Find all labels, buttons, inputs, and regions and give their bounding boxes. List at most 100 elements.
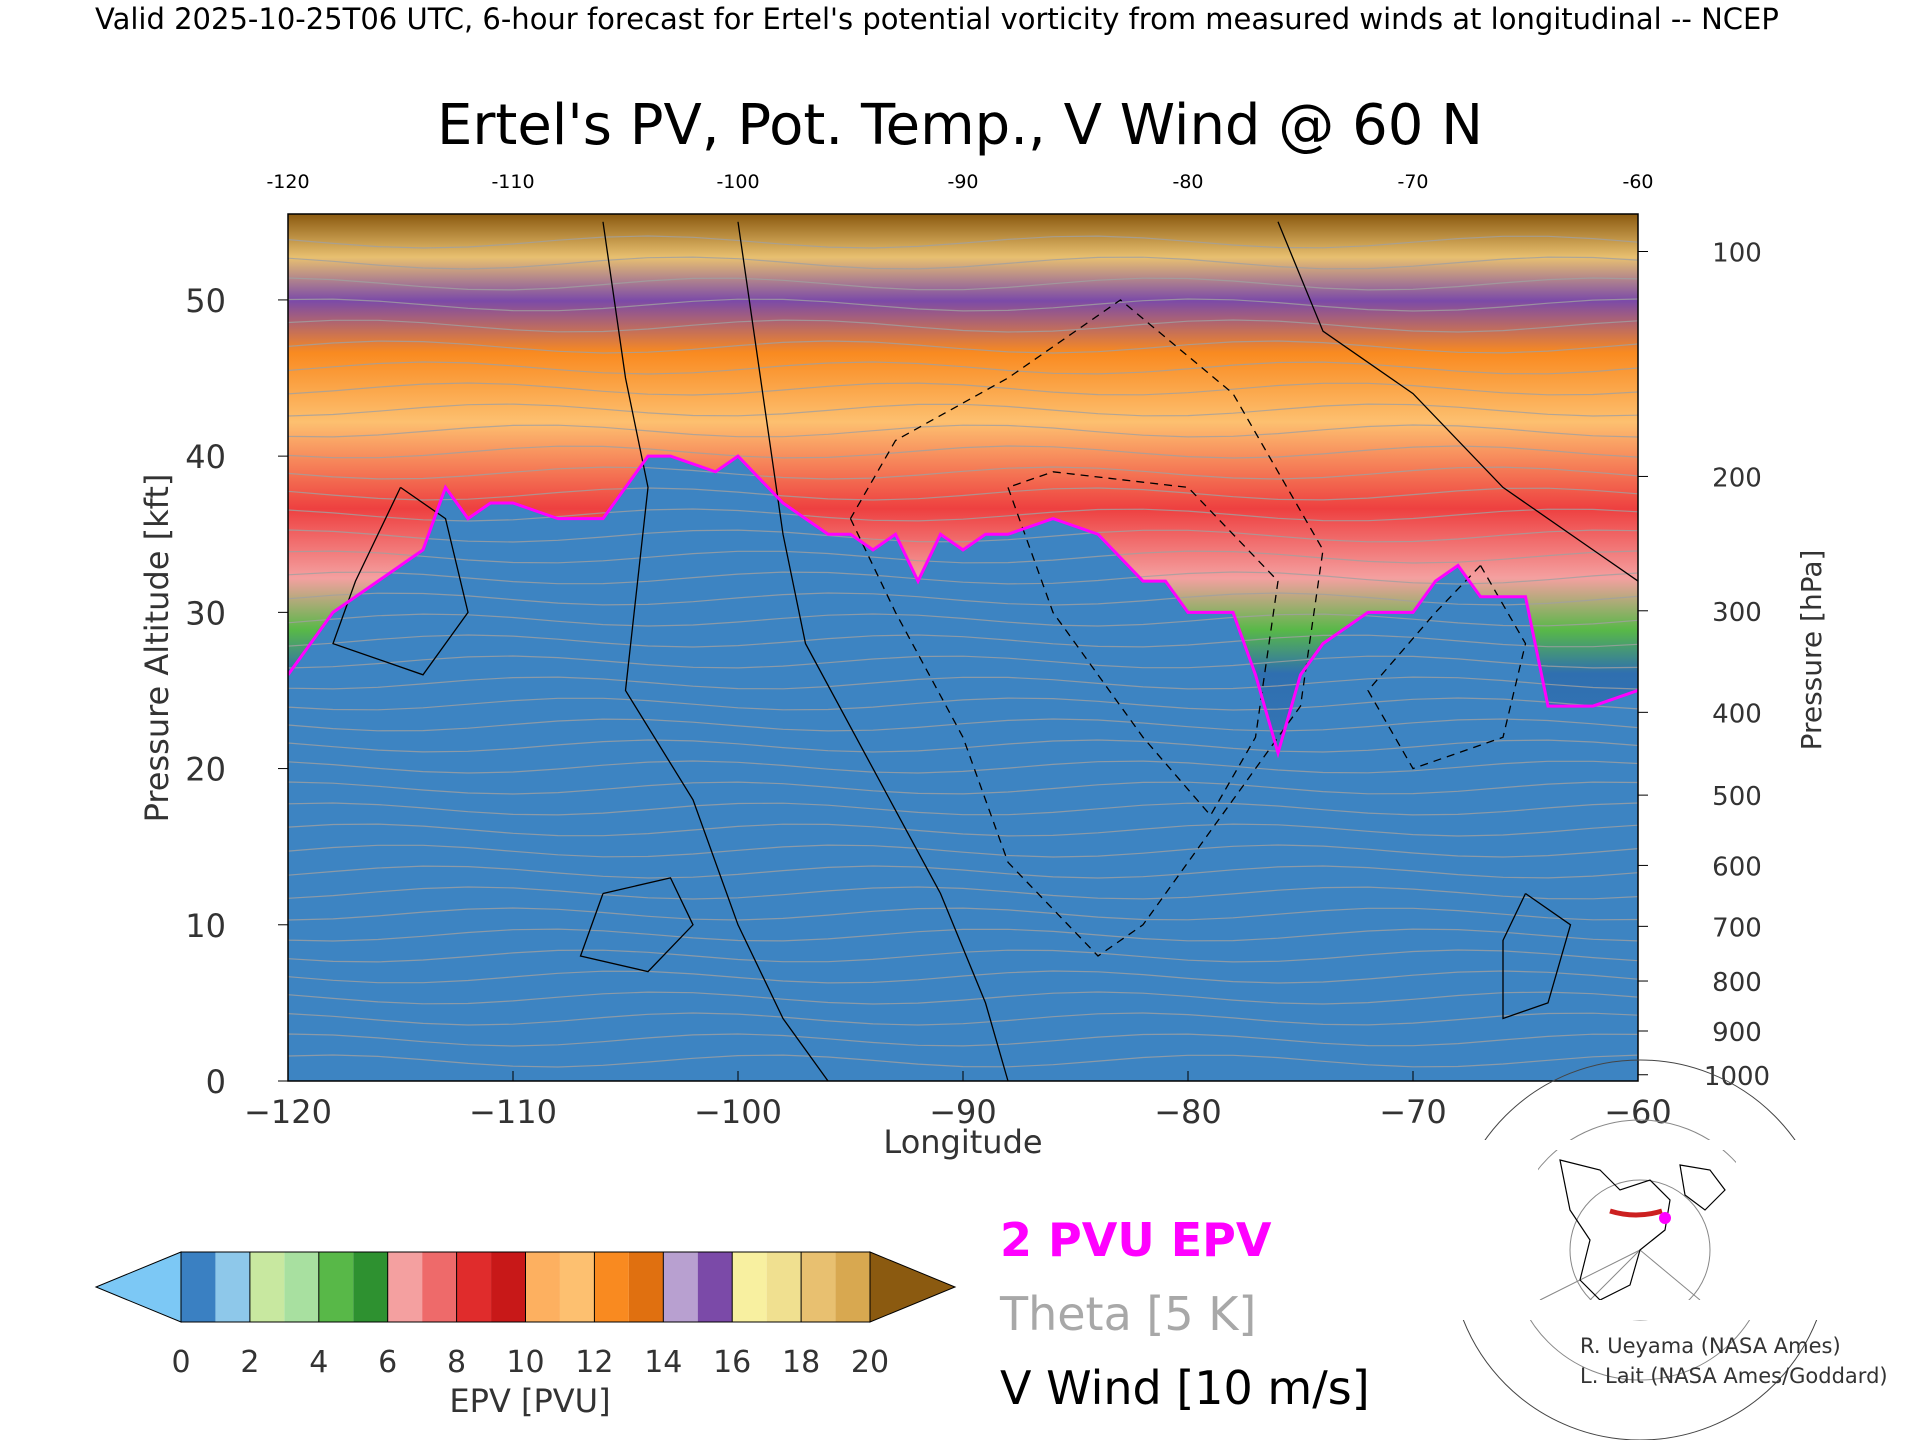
colorbar-segment <box>249 1252 285 1322</box>
colorbar-segment <box>628 1252 664 1322</box>
colorbar-tick-label: 12 <box>575 1345 613 1380</box>
colorbar-label: EPV [PVU] <box>449 1382 610 1420</box>
theta-contour <box>288 403 1638 417</box>
colorbar-tick-label: 8 <box>447 1345 466 1380</box>
y2-tick-label: 800 <box>1712 968 1762 998</box>
theta-contour <box>288 298 1638 312</box>
theta-contour <box>288 529 1638 543</box>
wind-contour <box>737 221 1009 1081</box>
x-tick-label: −110 <box>469 1093 557 1131</box>
colorbar-segment <box>766 1252 802 1322</box>
theta-contour <box>288 844 1638 858</box>
legend: 2 PVU EPV Theta [5 K] V Wind [10 m/s] <box>999 1213 1370 1415</box>
colorbar-segment <box>318 1252 354 1322</box>
wind-contour <box>1367 565 1527 770</box>
wind-contour <box>1502 892 1572 1020</box>
theta-contour <box>288 382 1638 396</box>
colorbar-segment <box>284 1252 319 1322</box>
theta-contour <box>288 655 1638 669</box>
y-tick-label: 30 <box>185 594 226 632</box>
colorbar-extend-low <box>94 1251 182 1323</box>
x-tick-label: −100 <box>694 1093 782 1131</box>
colorbar-tick-label: 2 <box>240 1345 259 1380</box>
theta-contour <box>288 739 1638 753</box>
theta-contour <box>288 361 1638 375</box>
top-tick-label: -60 <box>1622 171 1653 193</box>
y2-tick-label: 600 <box>1712 852 1762 882</box>
theta-contour <box>288 970 1638 984</box>
theta-contour <box>288 613 1638 627</box>
colorbar-segment <box>422 1252 457 1322</box>
colorbar-segment <box>491 1252 526 1322</box>
low-pv-region <box>288 456 1638 1081</box>
y-axis-label: Pressure Altitude [kft] <box>138 474 176 823</box>
wind-contour <box>579 877 694 973</box>
theta-contour <box>288 1054 1638 1068</box>
colorbar-segment <box>663 1252 698 1322</box>
theta-contour <box>288 1012 1638 1026</box>
theta-contour <box>288 991 1638 1005</box>
y2-tick-label: 400 <box>1712 699 1762 729</box>
top-tick-label: -110 <box>491 171 534 193</box>
theta-contour <box>288 949 1638 963</box>
x-tick-label: −90 <box>929 1093 997 1131</box>
y-tick-label: 50 <box>185 282 226 320</box>
x-axis-label: Longitude <box>883 1123 1042 1161</box>
theta-contour <box>288 508 1638 522</box>
y2-tick-label: 700 <box>1712 913 1762 943</box>
theta-contours <box>288 235 1638 1068</box>
y-tick-label: 20 <box>185 751 226 789</box>
theta-contour <box>288 424 1638 438</box>
wind-contour <box>1277 221 1638 582</box>
y-tick-label: 40 <box>185 438 226 476</box>
colorbar-segment <box>732 1252 767 1322</box>
theta-contour <box>288 865 1638 879</box>
x-tick-label: −70 <box>1379 1093 1447 1131</box>
colorbar-segment <box>387 1252 423 1322</box>
y2-tick-label: 300 <box>1712 598 1762 628</box>
y2-tick-label: 900 <box>1712 1018 1762 1048</box>
theta-contour <box>288 802 1638 816</box>
colorbar-tick-label: 14 <box>644 1345 682 1380</box>
theta-contour <box>288 907 1638 921</box>
x-tick-label: −60 <box>1604 1093 1672 1131</box>
colorbar-segment <box>697 1252 733 1322</box>
credit-line-1: R. Ueyama (NASA Ames) <box>1580 1334 1841 1358</box>
legend-theta: Theta [5 K] <box>999 1287 1256 1341</box>
colorbar-tick-label: 4 <box>309 1345 328 1380</box>
colorbar-segment <box>181 1252 216 1322</box>
colorbar: 0 2 4 6 8 10 12 14 16 18 20 EPV [PVU] <box>94 1251 957 1420</box>
top-tick-label: -80 <box>1172 171 1203 193</box>
top-tick-label: -70 <box>1397 171 1428 193</box>
legend-pv: 2 PVU EPV <box>1000 1213 1272 1267</box>
colorbar-segment <box>353 1252 388 1322</box>
colorbar-tick-label: 0 <box>171 1345 190 1380</box>
legend-wind: V Wind [10 m/s] <box>1000 1361 1370 1415</box>
colorbar-segment <box>559 1252 595 1322</box>
plot-area <box>287 213 1639 1082</box>
theta-contour <box>288 781 1638 795</box>
y2-tick-label: 200 <box>1712 463 1762 493</box>
y2-tick-label: 100 <box>1712 238 1762 268</box>
credit-line-2: L. Lait (NASA Ames/Goddard) <box>1580 1364 1888 1388</box>
y-tick-label: 0 <box>206 1063 226 1101</box>
theta-contour <box>288 886 1638 900</box>
colorbar-segment <box>594 1252 629 1322</box>
theta-contour <box>288 718 1638 732</box>
colorbar-extend-high <box>869 1251 957 1323</box>
colorbar-segment <box>456 1252 492 1322</box>
chart-title: Ertel's PV, Pot. Temp., V Wind @ 60 N <box>437 93 1483 158</box>
colorbar-tick-label: 6 <box>378 1345 397 1380</box>
top-tick-label: -120 <box>266 171 309 193</box>
theta-contour <box>288 235 1638 249</box>
y-axis: 0 10 20 30 40 50 <box>185 282 288 1101</box>
inset-track <box>1609 1208 1663 1218</box>
header-text: Valid 2025-10-25T06 UTC, 6-hour forecast… <box>95 2 1779 36</box>
colorbar-segment <box>801 1252 836 1322</box>
theta-contour <box>288 592 1638 606</box>
wind-contour <box>602 221 829 1081</box>
x-tick-label: −80 <box>1154 1093 1222 1131</box>
theta-contour <box>288 340 1638 354</box>
theta-contour <box>288 1033 1638 1047</box>
